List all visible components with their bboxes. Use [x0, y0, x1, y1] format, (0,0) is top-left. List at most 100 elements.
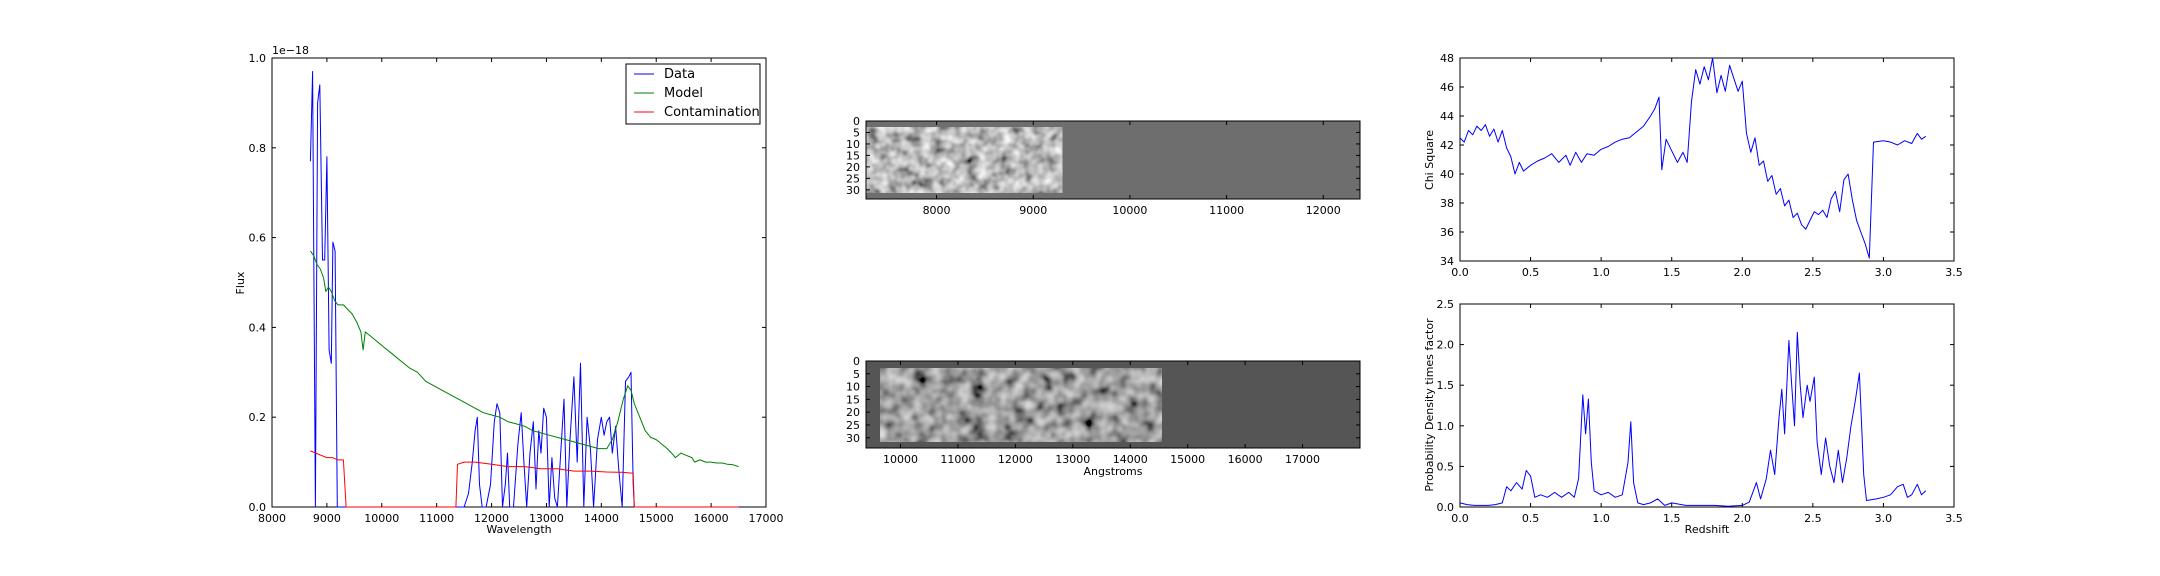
spectrum-legend: Data Model Contamination	[625, 63, 761, 125]
image-top-y-tick-label: 20	[846, 161, 860, 174]
spectrum-x-tick-label: 15000	[639, 512, 674, 525]
image-bottom-x-label: Angstroms	[1084, 465, 1143, 478]
pdf-y-tick-label: 2.0	[1437, 339, 1455, 352]
image-bottom-x-ticks: 10000 11000 12000 13000 14000 15000 16000 17000	[883, 361, 1320, 466]
image-top-y-tick-label: 10	[846, 138, 860, 151]
chisq-y-tick-label: 34	[1440, 255, 1454, 268]
spectrum-x-tick-label: 8000	[258, 512, 286, 525]
chisq-x-ticks: 0.0 0.5 1.0 1.5 2.0 2.5 3.0 3.5	[1451, 58, 1963, 279]
pdf-panel: 0.0 0.5 1.0 1.5 2.0 2.5 3.0 3.5 0.0 0.5 1.0 1.5 2.0…	[1423, 298, 1963, 536]
spectrum-y-tick-label: 0.6	[249, 232, 267, 245]
pdf-x-tick-label: 3.0	[1875, 512, 1893, 525]
image-top-y-tick-label: 15	[846, 149, 860, 162]
image-bottom-x-tick-label: 17000	[1285, 453, 1320, 466]
chisq-y-ticks: 34 36 38 40 42 44 46 48	[1440, 52, 1954, 268]
chisq-x-tick-label: 3.0	[1875, 266, 1893, 279]
spectrum-x-tick-label: 10000	[364, 512, 399, 525]
spectrum-offset-text: 1e−18	[272, 44, 309, 57]
image-top-x-ticks: 8000 9000 10000 11000 12000	[923, 121, 1341, 217]
image-top-x-tick-label: 9000	[1019, 204, 1047, 217]
pdf-x-tick-label: 1.0	[1592, 512, 1610, 525]
image-bottom-x-tick-label: 14000	[1113, 453, 1148, 466]
spectrum-panel: 8000 9000 10000 11000 12000 13000 14000 15000 16…	[234, 44, 784, 536]
spectrum-y-tick-label: 1.0	[249, 52, 267, 65]
pdf-x-ticks: 0.0 0.5 1.0 1.5 2.0 2.5 3.0 3.5	[1451, 304, 1963, 525]
image-bottom-panel: 10000 11000 12000 13000 14000 15000 16000 17000…	[846, 355, 1361, 478]
pdf-y-tick-label: 1.5	[1437, 379, 1455, 392]
chisq-y-tick-label: 46	[1440, 81, 1454, 94]
chisq-y-tick-label: 42	[1440, 139, 1454, 152]
chisq-panel: 0.0 0.5 1.0 1.5 2.0 2.5 3.0 3.5 34 36 38 40 42 44 46 4…	[1423, 52, 1963, 279]
spectrum-y-ticks: 0.0 0.2 0.4 0.6 0.8 1.0	[249, 52, 766, 514]
spectrum-x-tick-label: 14000	[584, 512, 619, 525]
image-top-frame	[865, 120, 1361, 200]
pdf-x-tick-label: 3.5	[1945, 512, 1963, 525]
spectrum-lines	[309, 71, 739, 508]
spectrum-y-tick-label: 0.4	[249, 321, 267, 334]
chisq-x-tick-label: 3.5	[1945, 266, 1963, 279]
image-top-y-tick-label: 5	[853, 126, 860, 139]
spectrum-x-tick-label: 17000	[749, 512, 784, 525]
pdf-x-tick-label: 2.5	[1804, 512, 1822, 525]
chisq-x-tick-label: 1.5	[1663, 266, 1681, 279]
spectrum-series-data	[309, 71, 739, 508]
image-top-x-tick-label: 10000	[1112, 204, 1147, 217]
image-top-y-tick-label: 25	[846, 172, 860, 185]
spectrum-x-tick-label: 9000	[313, 512, 341, 525]
image-bottom-spectrum	[880, 368, 1162, 442]
pdf-x-tick-label: 1.5	[1663, 512, 1681, 525]
pdf-y-tick-label: 0.0	[1437, 501, 1455, 514]
image-top-x-tick-label: 8000	[923, 204, 951, 217]
pdf-axes-frame	[1459, 303, 1955, 508]
pdf-y-tick-label: 1.0	[1437, 420, 1455, 433]
chisq-x-tick-label: 2.0	[1734, 266, 1752, 279]
image-bottom-x-tick-label: 11000	[940, 453, 975, 466]
chisq-y-tick-label: 38	[1440, 197, 1454, 210]
spectrum-x-tick-label: 16000	[694, 512, 729, 525]
image-top-spectrum	[866, 127, 1063, 193]
chisq-y-label: Chi Square	[1423, 130, 1436, 190]
image-bottom-x-tick-label: 16000	[1228, 453, 1263, 466]
chisq-x-tick-label: 0.5	[1522, 266, 1540, 279]
spectrum-y-tick-label: 0.8	[249, 142, 267, 155]
spectrum-y-label: Flux	[234, 271, 247, 294]
spectrum-x-tick-label: 11000	[419, 512, 454, 525]
pdf-series-0	[1459, 331, 1927, 507]
image-bottom-y-tick-label: 15	[846, 393, 860, 406]
pdf-y-ticks: 0.0 0.5 1.0 1.5 2.0 2.5	[1437, 298, 1954, 514]
chisq-y-tick-label: 44	[1440, 110, 1454, 123]
spectrum-y-tick-label: 0.0	[249, 501, 267, 514]
spectrum-x-tick-label: 13000	[529, 512, 564, 525]
spectrum-x-ticks: 8000 9000 10000 11000 12000 13000 14000 15000 16…	[258, 58, 784, 525]
image-bottom-x-tick-label: 15000	[1170, 453, 1205, 466]
image-bottom-x-tick-label: 12000	[998, 453, 1033, 466]
image-top-x-tick-label: 12000	[1306, 204, 1341, 217]
image-bottom-y-tick-label: 0	[853, 355, 860, 368]
pdf-x-tick-label: 0.0	[1451, 512, 1469, 525]
spectrum-series-contamination	[310, 450, 739, 508]
spectrum-y-tick-label: 0.2	[249, 411, 267, 424]
chisq-axes-frame	[1459, 57, 1955, 262]
spectrum-series-model	[309, 250, 739, 468]
pdf-x-label: Redshift	[1685, 523, 1730, 536]
legend-contamination-label: Contamination	[664, 105, 760, 120]
chisq-lines	[1459, 57, 1927, 259]
chisq-y-tick-label: 40	[1440, 168, 1454, 181]
spectrum-axes-frame	[271, 57, 767, 508]
image-top-y-tick-label: 0	[853, 115, 860, 128]
image-bottom-x-tick-label: 13000	[1055, 453, 1090, 466]
spectrum-x-tick-label: 12000	[474, 512, 509, 525]
chisq-y-tick-label: 36	[1440, 226, 1454, 239]
pdf-y-tick-label: 0.5	[1437, 460, 1455, 473]
pdf-lines	[1459, 331, 1927, 507]
chisq-y-tick-label: 48	[1440, 52, 1454, 65]
pdf-y-label: Probability Density times factor	[1423, 318, 1436, 492]
image-bottom-x-tick-label: 10000	[883, 453, 918, 466]
image-bottom-y-tick-label: 20	[846, 406, 860, 419]
image-top-x-tick-label: 11000	[1209, 204, 1244, 217]
image-bottom-frame	[865, 360, 1361, 449]
pdf-x-tick-label: 2.0	[1734, 512, 1752, 525]
